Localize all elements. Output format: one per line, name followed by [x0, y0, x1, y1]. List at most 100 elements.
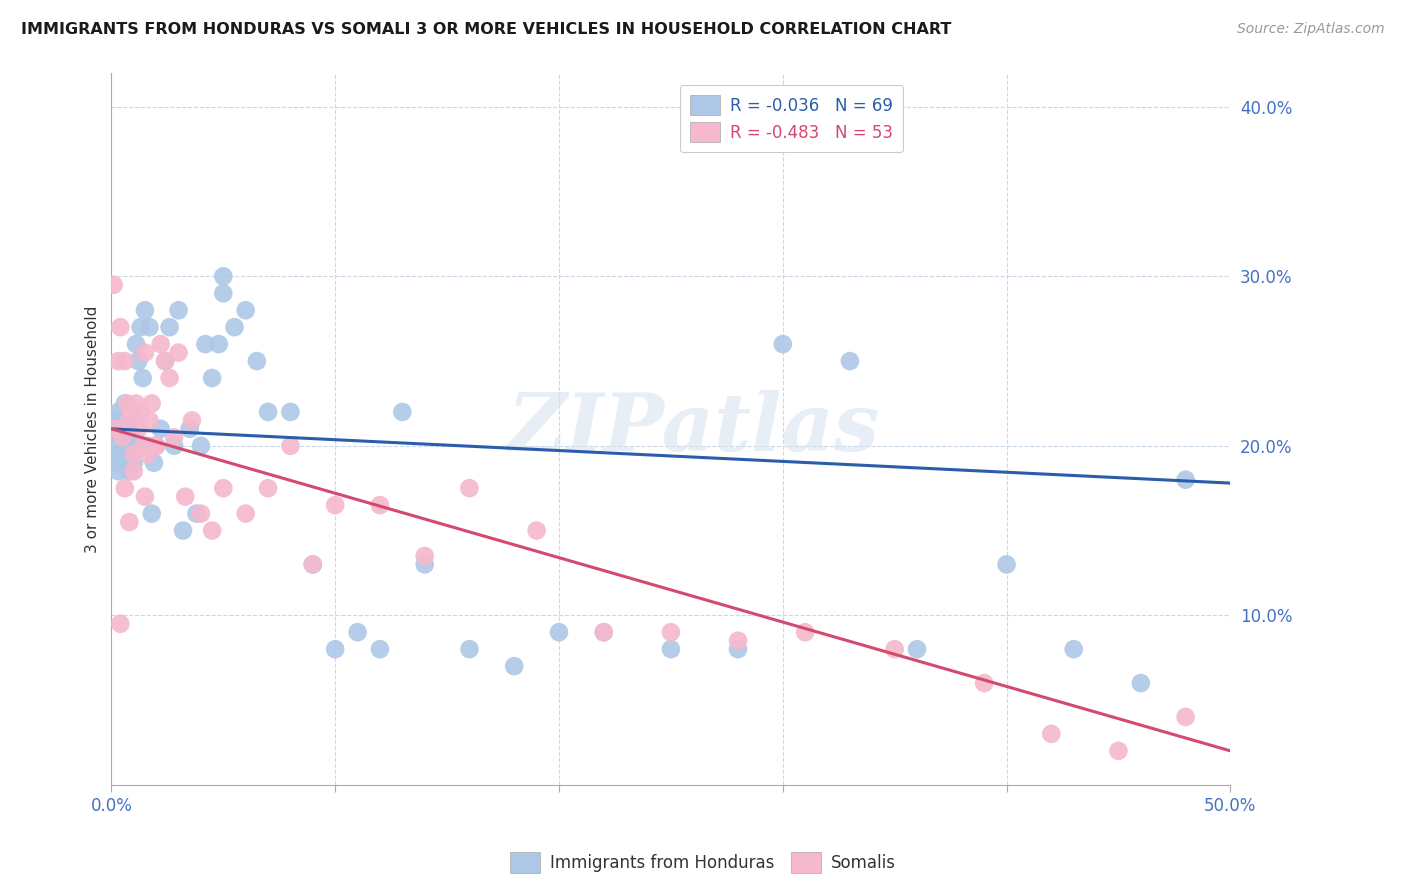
Point: [235, 507, 257, 521]
Point: [1174, 710, 1197, 724]
Point: [136, 439, 159, 453]
Point: [368, 642, 391, 657]
Point: [413, 558, 436, 572]
Point: [121, 405, 143, 419]
Point: [172, 524, 194, 538]
Point: [201, 371, 224, 385]
Point: [134, 303, 156, 318]
Point: [145, 439, 167, 453]
Text: ZIPatlas: ZIPatlas: [508, 390, 879, 467]
Point: [115, 447, 138, 461]
Point: [103, 422, 125, 436]
Point: [121, 439, 143, 453]
Point: [905, 642, 928, 657]
Point: [323, 642, 346, 657]
Point: [122, 430, 145, 444]
Point: [138, 320, 160, 334]
Point: [190, 507, 212, 521]
Point: [138, 413, 160, 427]
Point: [592, 625, 614, 640]
Point: [458, 642, 481, 657]
Point: [167, 303, 190, 318]
Point: [149, 337, 172, 351]
Point: [772, 337, 794, 351]
Point: [548, 625, 571, 640]
Point: [235, 303, 257, 318]
Point: [413, 549, 436, 563]
Point: [181, 413, 204, 427]
Point: [125, 396, 148, 410]
Point: [111, 430, 134, 444]
Point: [224, 320, 246, 334]
Point: [301, 558, 323, 572]
Point: [973, 676, 995, 690]
Point: [127, 354, 149, 368]
Legend: Immigrants from Honduras, Somalis: Immigrants from Honduras, Somalis: [503, 846, 903, 880]
Point: [114, 354, 136, 368]
Point: [727, 633, 749, 648]
Point: [107, 405, 129, 419]
Point: [159, 371, 181, 385]
Point: [391, 405, 413, 419]
Point: [141, 396, 163, 410]
Point: [280, 439, 302, 453]
Point: [129, 405, 152, 419]
Point: [208, 337, 231, 351]
Text: IMMIGRANTS FROM HONDURAS VS SOMALI 3 OR MORE VEHICLES IN HOUSEHOLD CORRELATION C: IMMIGRANTS FROM HONDURAS VS SOMALI 3 OR …: [21, 22, 952, 37]
Point: [159, 320, 181, 334]
Point: [301, 558, 323, 572]
Point: [153, 354, 176, 368]
Point: [118, 413, 141, 427]
Point: [110, 430, 132, 444]
Point: [179, 422, 201, 436]
Point: [526, 524, 548, 538]
Point: [122, 447, 145, 461]
Point: [134, 345, 156, 359]
Point: [212, 269, 235, 284]
Point: [111, 456, 134, 470]
Point: [280, 405, 302, 419]
Legend: R = -0.036   N = 69, R = -0.483   N = 53: R = -0.036 N = 69, R = -0.483 N = 53: [681, 85, 903, 153]
Point: [257, 481, 280, 495]
Point: [257, 405, 280, 419]
Point: [368, 498, 391, 512]
Point: [201, 524, 224, 538]
Point: [212, 481, 235, 495]
Point: [149, 422, 172, 436]
Point: [118, 515, 141, 529]
Point: [107, 464, 129, 478]
Point: [659, 625, 682, 640]
Point: [132, 439, 155, 453]
Point: [163, 430, 186, 444]
Point: [323, 498, 346, 512]
Point: [104, 439, 127, 453]
Point: [111, 413, 134, 427]
Point: [838, 354, 860, 368]
Point: [110, 447, 132, 461]
Point: [132, 371, 155, 385]
Point: [174, 490, 197, 504]
Point: [1129, 676, 1152, 690]
Point: [163, 439, 186, 453]
Point: [995, 558, 1018, 572]
Point: [114, 439, 136, 453]
Point: [115, 396, 138, 410]
Point: [110, 320, 132, 334]
Point: [141, 507, 163, 521]
Point: [114, 481, 136, 495]
Text: Source: ZipAtlas.com: Source: ZipAtlas.com: [1237, 22, 1385, 37]
Point: [153, 354, 176, 368]
Point: [142, 439, 165, 453]
Point: [194, 337, 217, 351]
Point: [115, 422, 138, 436]
Point: [592, 625, 614, 640]
Point: [122, 464, 145, 478]
Point: [190, 439, 212, 453]
Point: [103, 447, 125, 461]
Point: [136, 447, 159, 461]
Point: [1174, 473, 1197, 487]
Point: [458, 481, 481, 495]
Point: [114, 396, 136, 410]
Point: [134, 490, 156, 504]
Point: [186, 507, 208, 521]
